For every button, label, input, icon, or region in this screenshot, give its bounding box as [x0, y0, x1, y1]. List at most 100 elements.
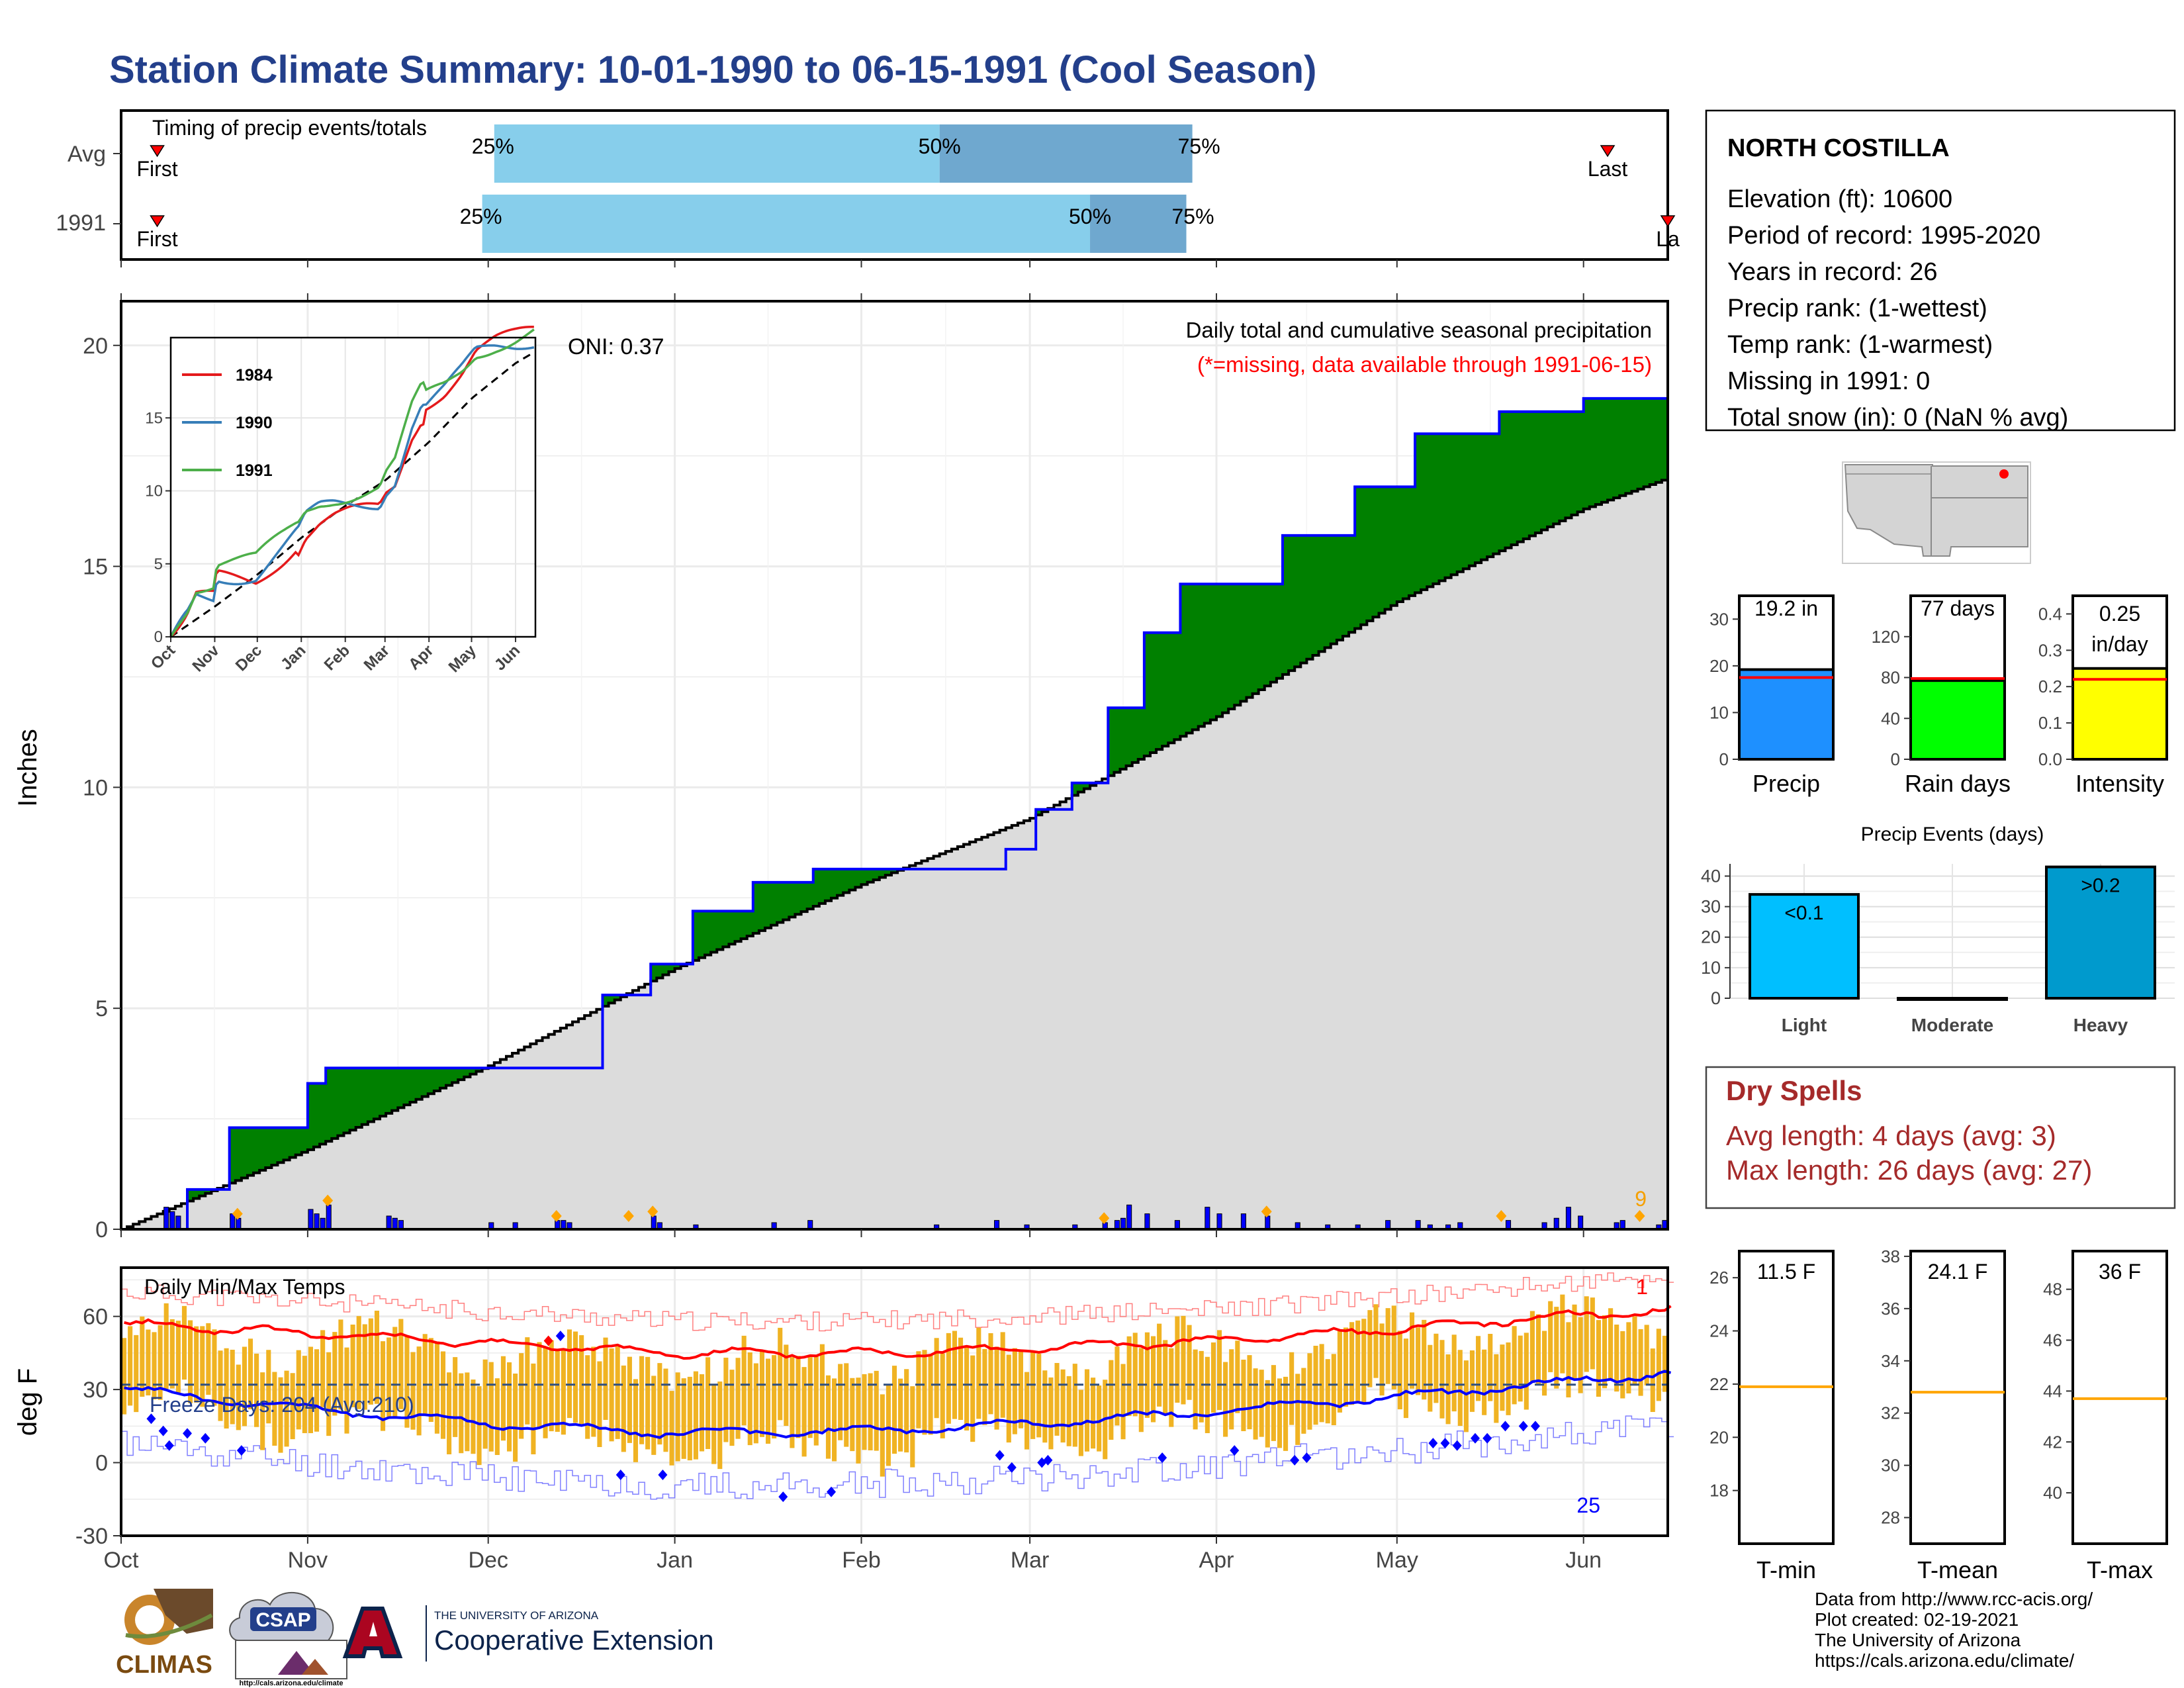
first-label: First	[136, 157, 177, 181]
mini-bar-tick-label: 10	[1709, 702, 1729, 722]
heavy-event-marker	[647, 1205, 659, 1218]
heavy-event-marker	[1496, 1209, 1507, 1222]
record-low-marker	[1471, 1432, 1480, 1444]
average-min-line	[124, 1370, 1672, 1439]
csap-url: http://cals.arizona.edu/climate	[239, 1679, 343, 1687]
record-low-marker	[1290, 1454, 1300, 1466]
record-high-line	[121, 1272, 1674, 1332]
daily-precip-bar	[326, 1204, 332, 1230]
record-low-marker	[1007, 1462, 1017, 1473]
daily-precip-bar	[1505, 1220, 1512, 1230]
heavy-event-marker	[1099, 1212, 1110, 1225]
csap-logo-text: CSAP	[255, 1609, 310, 1631]
freeze-days: Freeze Days: 204 (Avg:210)	[150, 1393, 414, 1417]
mini-bar-tick-label: 0.4	[2038, 604, 2062, 624]
daily-precip-bar	[320, 1217, 326, 1230]
timing-q1-bar	[494, 124, 940, 183]
daily-precip-bar	[1415, 1220, 1421, 1230]
timing-q2-bar	[1090, 195, 1187, 253]
inset-legend-label: 1984	[236, 366, 273, 385]
mini-bar-value-label: 77 days	[1921, 596, 1995, 620]
temp-y-tick-label: 30	[83, 1378, 108, 1403]
month-tick-label: Jan	[657, 1548, 693, 1573]
temperature-summary-boxes: 11.5 F T-min 18 20 22 24 26 24.1 F T-mean 28 30 32 3…	[1709, 1246, 2168, 1583]
station-line-4: Precip rank: (1-wettest)	[1727, 295, 1987, 322]
last-label: Last	[1588, 157, 1628, 181]
inset-y-tick-label: 10	[145, 483, 163, 500]
timing-75-label: 75%	[1178, 134, 1220, 158]
precip-y-tick-label: 5	[95, 996, 108, 1021]
timing-50-label: 50%	[1069, 205, 1111, 228]
average-max-line	[124, 1305, 1672, 1360]
last-marker	[1660, 215, 1676, 228]
locator-map	[1842, 461, 2031, 564]
precip-y-tick-label: 20	[83, 334, 108, 359]
station-location-dot	[1999, 469, 2009, 479]
timing-row-avg-label: Avg	[68, 142, 106, 167]
month-tick-label: Oct	[104, 1548, 139, 1573]
daily-precip-bar	[1120, 1217, 1126, 1230]
month-tick-label: Jun	[1565, 1548, 1602, 1573]
mini-bar-value	[2071, 667, 2168, 761]
record-low-marker	[201, 1432, 210, 1444]
temp-y-tick-label: -30	[75, 1524, 108, 1549]
record-low-line	[121, 1415, 1674, 1500]
record-low-marker	[1518, 1421, 1528, 1432]
daily-precip-bar	[1240, 1213, 1246, 1230]
temp-box-tick-label: 22	[1709, 1374, 1729, 1394]
mini-bar-tick-label: 40	[1881, 708, 1900, 728]
last-marker	[1600, 145, 1615, 158]
daily-precip-bar	[1619, 1220, 1625, 1230]
temp-box-label: T-mean	[1917, 1556, 1998, 1583]
inset-series-line	[169, 328, 535, 637]
daily-precip-bar	[1578, 1215, 1584, 1230]
temp-box-label: T-min	[1756, 1556, 1816, 1583]
climas-logo-text: CLIMAS	[116, 1651, 212, 1679]
dry-spells-title: Dry Spells	[1726, 1075, 1862, 1106]
station-line-2: Period of record: 1995-2020	[1727, 222, 2040, 250]
mini-bar-value-label: 0.25	[2099, 602, 2140, 626]
precip-panel: 0 5 10 15 20 Inches Daily total and cumulati…	[13, 300, 1669, 1243]
events-bar-label: <0.1	[1784, 902, 1823, 924]
temp-y-tick-label: 0	[95, 1451, 108, 1476]
daily-precip-bar	[1662, 1220, 1668, 1230]
timing-panel: Timing of precip events/totals Avg 1991 …	[56, 109, 1680, 301]
mini-bar-value-unit: in/day	[2091, 632, 2148, 656]
timing-50-label: 50%	[919, 134, 961, 158]
temp-box-tick-label: 44	[2043, 1381, 2062, 1401]
ua-big-text: Cooperative Extension	[434, 1624, 714, 1656]
station-info-box: NORTH COSTILLA Elevation (ft): 10600 Per…	[1705, 109, 2176, 432]
heavy-event-marker	[623, 1209, 634, 1222]
daily-precip-bar	[994, 1220, 1000, 1230]
temp-box-value: 36 F	[2099, 1260, 2141, 1284]
temp-box-tick-label: 46	[2043, 1331, 2062, 1350]
record-high-marker	[543, 1335, 553, 1346]
credit-line-3: The University of Arizona	[1815, 1630, 2021, 1650]
temp-heading: Daily Min/Max Temps	[144, 1275, 345, 1299]
page-title: Station Climate Summary: 10-01-1990 to 0…	[109, 48, 1316, 91]
events-tick-label: 40	[1701, 866, 1721, 886]
record-low-marker	[995, 1450, 1005, 1461]
daily-precip-bar	[230, 1213, 236, 1230]
mini-bar-tick-label: 0	[1891, 749, 1900, 769]
month-tick-label: May	[1376, 1548, 1418, 1573]
daily-precip-bar	[1114, 1220, 1120, 1230]
events-bar-label: >0.2	[2081, 875, 2120, 897]
station-line-7: Total snow (in): 0 (NaN % avg)	[1727, 404, 2068, 432]
record-low-marker	[1500, 1421, 1510, 1432]
first-label: First	[136, 227, 177, 251]
daily-precip-bar	[392, 1217, 398, 1230]
average-cumulative-area	[121, 478, 1668, 1229]
temp-box-label: T-max	[2087, 1556, 2153, 1583]
temp-box-tick-label: 48	[2043, 1280, 2062, 1299]
daily-precip-bar	[314, 1213, 320, 1230]
record-low-marker	[146, 1413, 156, 1425]
record-low-marker	[164, 1440, 174, 1451]
station-name: NORTH COSTILLA	[1727, 134, 1950, 162]
first-marker	[150, 215, 165, 228]
average-cumulative-line	[121, 478, 1669, 1231]
dry-spells-max: Max length: 26 days (avg: 27)	[1726, 1154, 2092, 1186]
daily-precip-bar	[561, 1220, 567, 1230]
events-bar	[1897, 997, 2008, 1001]
